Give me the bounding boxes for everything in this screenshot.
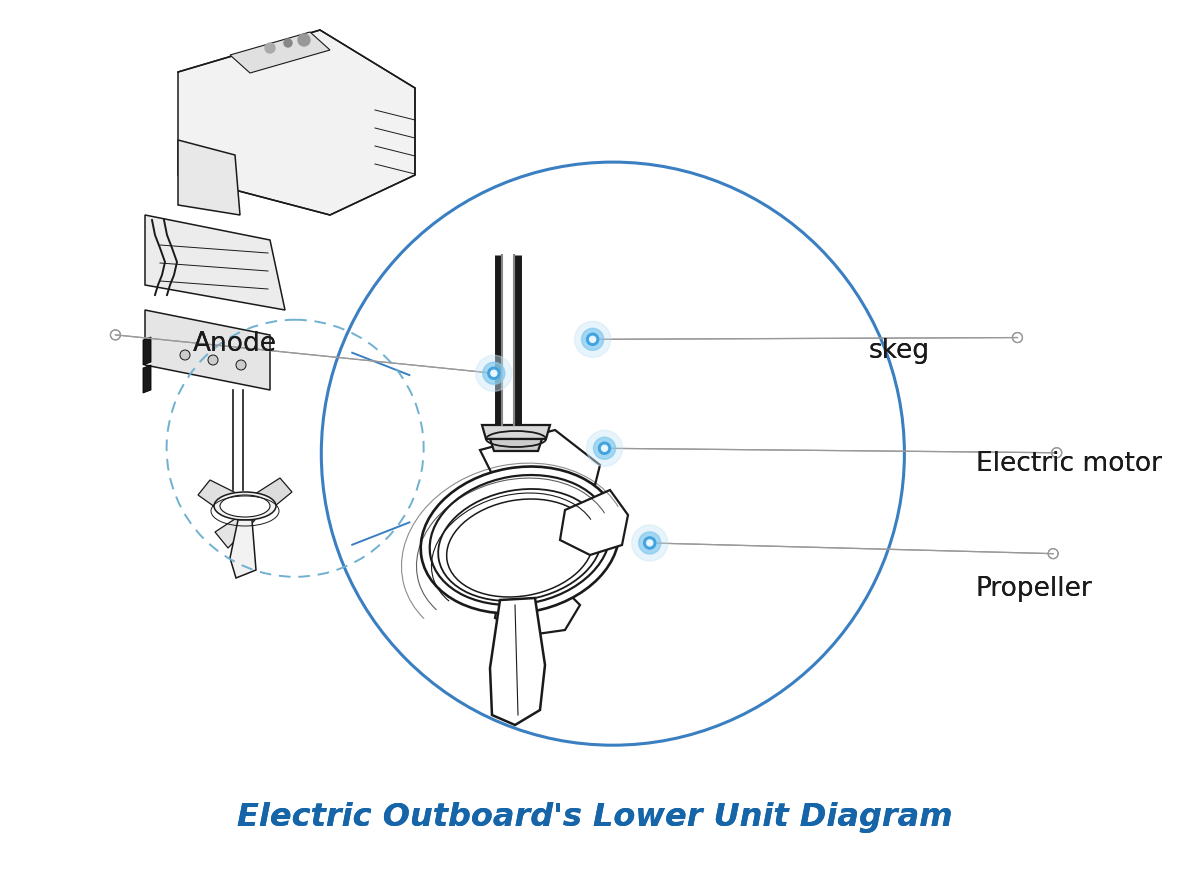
Text: Electric motor: Electric motor	[976, 451, 1161, 478]
Circle shape	[601, 446, 608, 451]
Text: Propeller: Propeller	[976, 576, 1092, 603]
Polygon shape	[230, 32, 330, 73]
Polygon shape	[255, 478, 292, 510]
Polygon shape	[490, 439, 541, 451]
Circle shape	[646, 540, 653, 546]
Polygon shape	[490, 598, 545, 725]
Polygon shape	[230, 520, 256, 578]
Circle shape	[594, 438, 615, 459]
Circle shape	[490, 371, 497, 376]
Circle shape	[575, 321, 610, 357]
Circle shape	[490, 371, 497, 376]
Circle shape	[236, 360, 246, 370]
Circle shape	[483, 363, 505, 384]
Polygon shape	[560, 490, 628, 555]
Text: skeg: skeg	[869, 338, 929, 364]
Circle shape	[582, 329, 603, 350]
Circle shape	[594, 438, 615, 459]
Circle shape	[644, 537, 656, 549]
Polygon shape	[145, 215, 284, 310]
Text: Electric motor: Electric motor	[976, 451, 1161, 478]
Text: Anode: Anode	[193, 330, 277, 357]
Polygon shape	[480, 430, 600, 485]
Circle shape	[582, 329, 603, 350]
Circle shape	[180, 350, 190, 360]
Circle shape	[589, 337, 596, 342]
Circle shape	[587, 430, 622, 466]
Polygon shape	[215, 517, 255, 548]
Circle shape	[644, 537, 656, 549]
Polygon shape	[178, 140, 240, 215]
Circle shape	[599, 442, 610, 455]
Circle shape	[601, 446, 608, 451]
Circle shape	[599, 442, 610, 455]
Circle shape	[575, 321, 610, 357]
Circle shape	[298, 34, 311, 46]
Polygon shape	[198, 480, 238, 512]
Circle shape	[639, 532, 660, 554]
Circle shape	[639, 532, 660, 554]
Polygon shape	[143, 365, 151, 393]
Circle shape	[265, 43, 275, 53]
Polygon shape	[495, 585, 580, 635]
Text: Electric Outboard's Lower Unit Diagram: Electric Outboard's Lower Unit Diagram	[237, 802, 953, 832]
Polygon shape	[143, 337, 151, 365]
Circle shape	[476, 355, 512, 391]
Text: Electric Outboard's Lower Unit Diagram: Electric Outboard's Lower Unit Diagram	[237, 802, 953, 832]
Polygon shape	[482, 425, 550, 439]
Circle shape	[587, 333, 599, 346]
Circle shape	[208, 355, 218, 365]
Circle shape	[632, 525, 668, 561]
Ellipse shape	[214, 492, 276, 520]
Circle shape	[587, 430, 622, 466]
Circle shape	[632, 525, 668, 561]
Circle shape	[488, 367, 500, 380]
Circle shape	[587, 333, 599, 346]
Text: Anode: Anode	[193, 330, 277, 357]
Circle shape	[646, 540, 653, 546]
Text: Propeller: Propeller	[976, 576, 1092, 603]
Ellipse shape	[421, 466, 619, 613]
Circle shape	[284, 39, 292, 47]
Ellipse shape	[220, 495, 270, 517]
Circle shape	[476, 355, 512, 391]
Polygon shape	[145, 310, 270, 390]
Circle shape	[589, 337, 596, 342]
Circle shape	[483, 363, 505, 384]
Circle shape	[488, 367, 500, 380]
Polygon shape	[178, 30, 415, 215]
Text: skeg: skeg	[869, 338, 929, 364]
